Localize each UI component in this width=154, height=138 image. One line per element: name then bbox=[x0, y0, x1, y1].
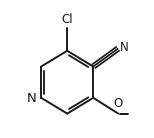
Text: N: N bbox=[120, 41, 129, 54]
Text: Cl: Cl bbox=[61, 13, 73, 26]
Text: N: N bbox=[27, 92, 37, 105]
Text: O: O bbox=[113, 97, 122, 110]
